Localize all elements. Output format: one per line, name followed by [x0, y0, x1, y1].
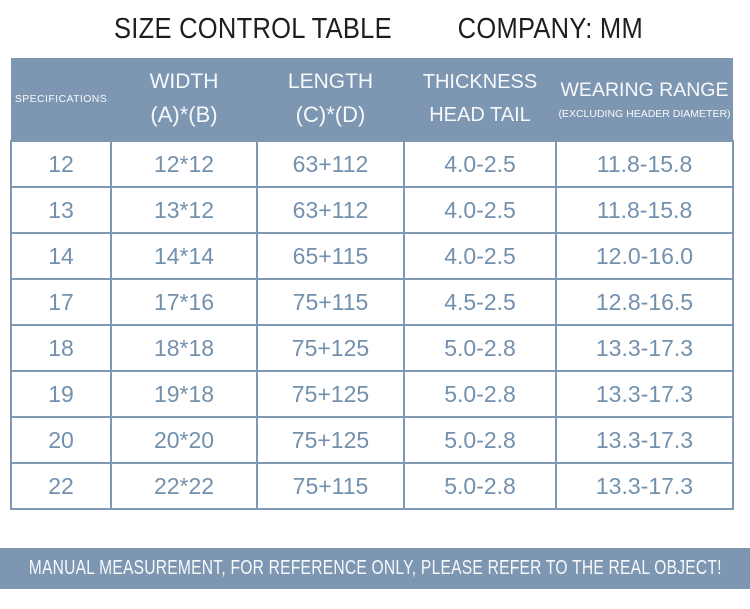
table-header: SPECIFICATIONS WIDTH (A)*(B) LENGTH (C)*… — [11, 58, 733, 141]
table-cell: 13.3-17.3 — [555, 370, 734, 418]
table-cell: 12 — [10, 140, 112, 188]
table-row: 20 20*20 75+125 5.0-2.8 13.3-17.3 — [10, 416, 734, 464]
table-cell: 18 — [10, 324, 112, 372]
disclaimer-banner: MANUAL MEASUREMENT, FOR REFERENCE ONLY, … — [0, 548, 750, 589]
table-row: 14 14*14 65+115 4.0-2.5 12.0-16.0 — [10, 232, 734, 280]
table-cell: 5.0-2.8 — [403, 416, 557, 464]
table-cell: 13 — [10, 186, 112, 234]
page-title: SIZE CONTROL TABLE COMPANY: MM — [0, 0, 750, 58]
table-cell: 5.0-2.8 — [403, 462, 557, 510]
table-cell: 75+125 — [256, 324, 405, 372]
table-cell: 12*12 — [110, 140, 258, 188]
table-cell: 75+125 — [256, 416, 405, 464]
table-cell: 13*12 — [110, 186, 258, 234]
table-cell: 11.8-15.8 — [555, 186, 734, 234]
table-cell: 75+115 — [256, 278, 405, 326]
table-cell: 5.0-2.8 — [403, 324, 557, 372]
table-cell: 5.0-2.8 — [403, 370, 557, 418]
table-cell: 4.5-2.5 — [403, 278, 557, 326]
table-cell: 4.0-2.5 — [403, 232, 557, 280]
table-cell: 13.3-17.3 — [555, 416, 734, 464]
column-header-label: WIDTH — [149, 69, 219, 93]
table-row: 22 22*22 75+115 5.0-2.8 13.3-17.3 — [10, 462, 734, 510]
page-title-main: SIZE CONTROL TABLE — [113, 12, 392, 45]
column-header-sublabel: HEAD TAIL — [429, 104, 531, 126]
table-cell: 75+125 — [256, 370, 405, 418]
page-title-company: COMPANY: MM — [457, 12, 643, 45]
table-row: 19 19*18 75+125 5.0-2.8 13.3-17.3 — [10, 370, 734, 418]
column-header-label: WEARING RANGE — [560, 79, 729, 102]
table-cell: 63+112 — [256, 140, 405, 188]
table-cell: 63+112 — [256, 186, 405, 234]
table-cell: 14 — [10, 232, 112, 280]
table-cell: 17*16 — [110, 278, 258, 326]
column-header-thickness: THICKNESS HEAD TAIL — [404, 58, 556, 141]
table-cell: 13.3-17.3 — [555, 324, 734, 372]
table-cell: 11.8-15.8 — [555, 140, 734, 188]
table-cell: 65+115 — [256, 232, 405, 280]
column-header-label: THICKNESS — [422, 71, 538, 93]
table-cell: 19 — [10, 370, 112, 418]
table-cell: 13.3-17.3 — [555, 462, 734, 510]
table-cell: 17 — [10, 278, 112, 326]
table-cell: 22*22 — [110, 462, 258, 510]
table-body: 12 12*12 63+112 4.0-2.5 11.8-15.8 13 13*12 63+1… — [10, 140, 734, 510]
column-header-sublabel: (C)*(D) — [295, 102, 366, 128]
table-cell: 14*14 — [110, 232, 258, 280]
table-cell: 4.0-2.5 — [403, 186, 557, 234]
column-header-width: WIDTH (A)*(B) — [111, 58, 257, 141]
table-header-row: SPECIFICATIONS WIDTH (A)*(B) LENGTH (C)*… — [11, 58, 733, 141]
column-header-sublabel: (EXCLUDING HEADER DIAMETER) — [558, 107, 731, 120]
table-cell: 19*18 — [110, 370, 258, 418]
disclaimer-text: MANUAL MEASUREMENT, FOR REFERENCE ONLY, … — [28, 557, 722, 579]
table-cell: 18*18 — [110, 324, 258, 372]
table-cell: 12.8-16.5 — [555, 278, 734, 326]
table-cell: 75+115 — [256, 462, 405, 510]
table-row: 12 12*12 63+112 4.0-2.5 11.8-15.8 — [10, 140, 734, 188]
column-header-wearing-range: WEARING RANGE (EXCLUDING HEADER DIAMETER… — [556, 58, 733, 141]
table-cell: 12.0-16.0 — [555, 232, 734, 280]
column-header-label: SPECIFICATIONS — [14, 92, 108, 105]
table-cell: 20 — [10, 416, 112, 464]
table-row: 17 17*16 75+115 4.5-2.5 12.8-16.5 — [10, 278, 734, 326]
column-header-specifications: SPECIFICATIONS — [11, 58, 111, 141]
table-cell: 22 — [10, 462, 112, 510]
column-header-sublabel: (A)*(B) — [150, 102, 218, 128]
table-row: 13 13*12 63+112 4.0-2.5 11.8-15.8 — [10, 186, 734, 234]
table-row: 18 18*18 75+125 5.0-2.8 13.3-17.3 — [10, 324, 734, 372]
size-control-table: SPECIFICATIONS WIDTH (A)*(B) LENGTH (C)*… — [10, 58, 734, 510]
table-cell: 20*20 — [110, 416, 258, 464]
column-header-label: LENGTH — [287, 69, 374, 93]
column-header-length: LENGTH (C)*(D) — [257, 58, 404, 141]
table-cell: 4.0-2.5 — [403, 140, 557, 188]
